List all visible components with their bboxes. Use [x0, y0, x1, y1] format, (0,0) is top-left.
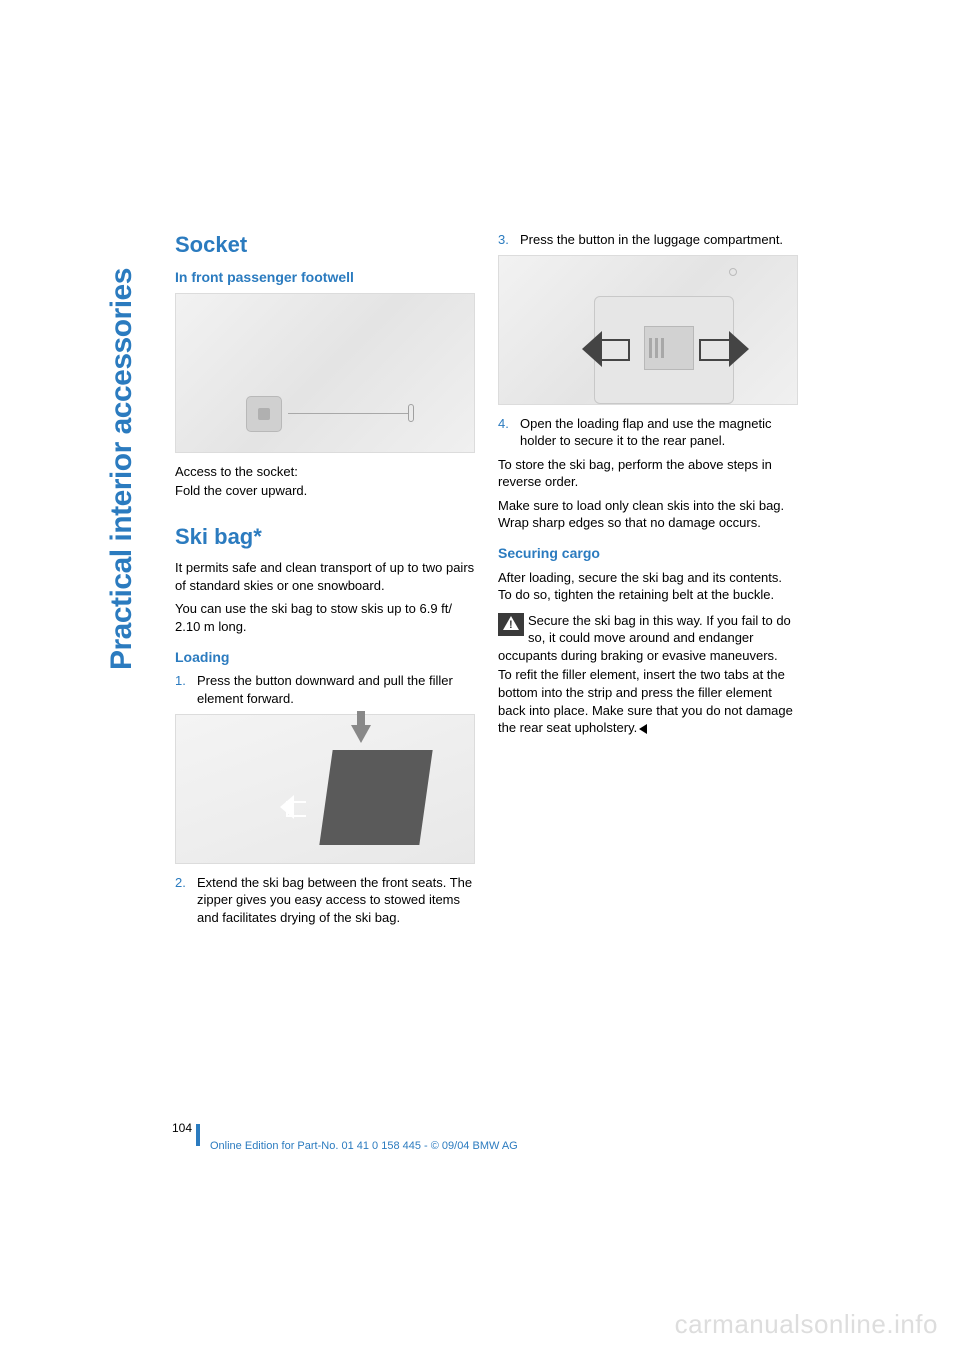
heading-skibag: Ski bag*	[175, 522, 475, 552]
step-text: Extend the ski bag between the front sea…	[197, 875, 472, 925]
page-number-bar	[196, 1124, 200, 1146]
socket-access-line1: Access to the socket:	[175, 463, 475, 481]
socket-handle	[408, 404, 414, 422]
loading-steps-4: 4. Open the loading flap and use the mag…	[498, 415, 798, 450]
refit-paragraph: To refit the filler element, insert the …	[498, 666, 798, 736]
figure-seat-flap	[175, 714, 475, 864]
subheading-footwell: In front passenger footwell	[175, 268, 475, 287]
warning-block: Secure the ski bag in this way. If you f…	[498, 612, 798, 665]
step-number: 3.	[498, 231, 509, 249]
warning-icon	[498, 613, 524, 636]
warning-text: Secure the ski bag in this way. If you f…	[498, 612, 798, 665]
figure-socket-footwell	[175, 293, 475, 453]
step-text: Press the button downward and pull the f…	[197, 673, 453, 706]
loading-step-2: 2. Extend the ski bag between the front …	[175, 874, 475, 927]
heading-socket: Socket	[175, 230, 475, 260]
end-mark-icon	[639, 724, 647, 734]
step-number: 1.	[175, 672, 186, 690]
socket-dot	[258, 408, 270, 420]
page: Practical interior accessories Socket In…	[0, 0, 960, 1358]
loading-step-3: 3. Press the button in the luggage compa…	[498, 231, 798, 249]
arrow-down-icon	[351, 725, 371, 743]
page-number: 104	[172, 1121, 192, 1135]
step-number: 4.	[498, 415, 509, 433]
compartment-grip-lines	[649, 338, 687, 358]
loading-steps-3: 3. Press the button in the luggage compa…	[498, 231, 798, 249]
arrow-out-icon	[286, 795, 316, 819]
right-column: 3. Press the button in the luggage compa…	[498, 225, 798, 743]
figure-luggage-compartment	[498, 255, 798, 405]
socket-indicator-line	[288, 413, 408, 414]
step-number: 2.	[175, 874, 186, 892]
arrow-left-icon	[574, 331, 632, 367]
page-number-block: 104	[172, 1118, 200, 1140]
arrow-right-icon	[699, 331, 757, 367]
loading-steps-2: 2. Extend the ski bag between the front …	[175, 874, 475, 927]
skibag-para2: You can use the ski bag to stow skis up …	[175, 600, 475, 635]
subheading-loading: Loading	[175, 648, 475, 667]
store-paragraph: To store the ski bag, perform the above …	[498, 456, 798, 491]
seat-flap	[319, 750, 432, 845]
step-text: Press the button in the luggage compartm…	[520, 232, 783, 247]
watermark-text: carmanualsonline.info	[675, 1309, 938, 1340]
loading-step-4: 4. Open the loading flap and use the mag…	[498, 415, 798, 450]
loading-step-1: 1. Press the button downward and pull th…	[175, 672, 475, 707]
footer-edition-line: Online Edition for Part-No. 01 41 0 158 …	[210, 1140, 518, 1152]
clean-paragraph: Make sure to load only clean skis into t…	[498, 497, 798, 532]
small-dot	[729, 268, 737, 276]
side-section-title: Practical interior accessories	[105, 268, 139, 670]
left-column: Socket In front passenger footwell Acces…	[175, 230, 475, 932]
skibag-para1: It permits safe and clean transport of u…	[175, 559, 475, 594]
loading-steps: 1. Press the button downward and pull th…	[175, 672, 475, 707]
step-text: Open the loading flap and use the magnet…	[520, 416, 772, 449]
securing-para1: After loading, secure the ski bag and it…	[498, 569, 798, 604]
subheading-securing: Securing cargo	[498, 544, 798, 563]
socket-access-line2: Fold the cover upward.	[175, 482, 475, 500]
